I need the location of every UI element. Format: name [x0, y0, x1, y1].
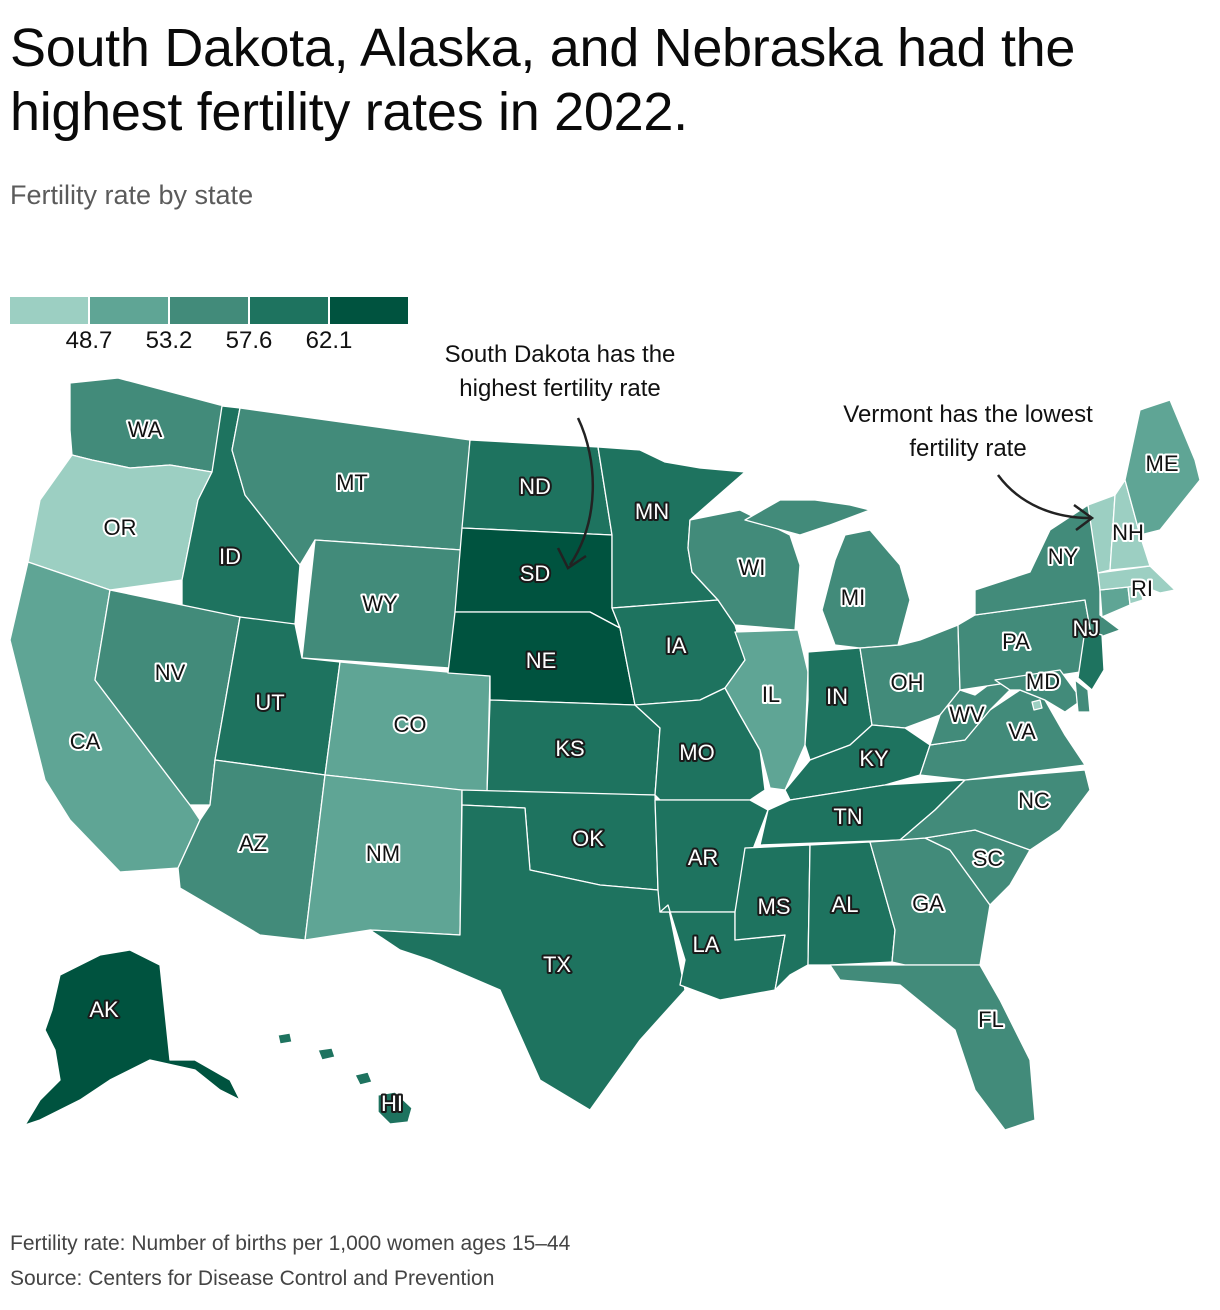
label-HI: HI: [381, 1091, 403, 1116]
label-NV: NV: [155, 660, 186, 685]
state-IL[interactable]: [724, 629, 809, 791]
legend-tick-label: 62.1: [305, 327, 353, 354]
state-MA[interactable]: [1097, 565, 1176, 594]
chart-title: South Dakota, Alaska, and Nebraska had t…: [10, 18, 1076, 142]
state-DE[interactable]: [1074, 679, 1091, 713]
legend-swatch-1: [10, 297, 88, 324]
label-SC: SC: [973, 846, 1004, 871]
label-AZ: AZ: [239, 831, 267, 856]
label-IL: IL: [762, 682, 780, 707]
label-SD: SD: [520, 561, 551, 586]
label-KS: KS: [555, 736, 584, 761]
state-MD[interactable]: [994, 669, 1083, 713]
label-WV: WV: [949, 702, 985, 727]
state-MI[interactable]: [821, 529, 911, 649]
annotation-south-dakota: South Dakota has the highest fertility r…: [444, 341, 676, 402]
footnote-source: Source: Centers for Disease Control and …: [10, 1267, 495, 1290]
label-ID: ID: [219, 544, 241, 569]
legend-swatch-2: [90, 297, 168, 324]
label-TN: TN: [833, 804, 862, 829]
label-CO: CO: [394, 712, 427, 737]
legend-tick-label: 57.6: [225, 327, 273, 354]
label-MN: MN: [635, 499, 669, 524]
color-legend: 48.7 53.2 57.6 62.1: [10, 297, 410, 357]
label-MI: MI: [841, 585, 865, 610]
label-AL: AL: [832, 892, 859, 917]
label-FL: FL: [978, 1007, 1004, 1032]
state-ME[interactable]: [1124, 399, 1201, 536]
label-NM: NM: [366, 841, 400, 866]
arrow-to-south-dakota: [568, 417, 595, 566]
arrow-to-vermont: [996, 474, 1091, 520]
state-NJ[interactable]: [1077, 629, 1105, 691]
label-IA: IA: [666, 633, 687, 658]
legend-tick-label: 48.7: [65, 327, 113, 354]
arrow-head-south-dakota: [556, 547, 587, 570]
label-OR: OR: [104, 515, 137, 540]
state-HI-oahu[interactable]: [317, 1047, 336, 1061]
state-HI-maui[interactable]: [354, 1071, 373, 1086]
label-AR: AR: [688, 845, 719, 870]
annotation-vermont: Vermont has the lowest fertility rate: [843, 401, 1093, 462]
label-WI: WI: [739, 555, 766, 580]
state-NC[interactable]: [899, 769, 1091, 851]
label-MT: MT: [336, 470, 368, 495]
label-RI: RI: [1131, 576, 1153, 601]
state-CT[interactable]: [1099, 586, 1131, 618]
state-AK[interactable]: [24, 949, 241, 1126]
label-PA: PA: [1002, 629, 1030, 654]
label-WY: WY: [362, 591, 398, 616]
label-LA: LA: [693, 932, 720, 957]
label-GA: GA: [912, 891, 944, 916]
label-CA: CA: [70, 729, 101, 754]
arrow-head-vermont: [1073, 503, 1095, 531]
label-ME: ME: [1146, 451, 1179, 476]
legend-tick-label: 53.2: [145, 327, 193, 354]
state-HI-kauai[interactable]: [277, 1032, 293, 1045]
label-MD: MD: [1026, 669, 1060, 694]
legend-swatch-4: [250, 297, 328, 324]
label-KY: KY: [859, 746, 889, 771]
state-FL[interactable]: [829, 964, 1036, 1131]
label-MO: MO: [679, 740, 714, 765]
label-NC: NC: [1018, 788, 1050, 813]
state-DC[interactable]: [1031, 699, 1043, 711]
label-AK: AK: [89, 997, 119, 1022]
label-UT: UT: [255, 690, 284, 715]
label-IN: IN: [826, 684, 848, 709]
label-OH: OH: [891, 670, 924, 695]
state-MI-UP[interactable]: [744, 499, 871, 536]
label-NY: NY: [1048, 544, 1079, 569]
state-MO[interactable]: [634, 687, 766, 801]
label-WA: WA: [128, 417, 163, 442]
label-NE: NE: [526, 648, 557, 673]
label-VA: VA: [1008, 719, 1036, 744]
chart-subtitle: Fertility rate by state: [10, 180, 254, 210]
state-TX[interactable]: [369, 804, 686, 1111]
label-TX: TX: [543, 952, 571, 977]
state-NY[interactable]: [974, 504, 1121, 641]
state-HI[interactable]: [377, 1091, 413, 1125]
footnote-definition: Fertility rate: Number of births per 1,0…: [10, 1232, 571, 1255]
label-MS: MS: [758, 894, 791, 919]
label-ND: ND: [519, 474, 551, 499]
legend-swatch-3: [170, 297, 248, 324]
label-NH: NH: [1112, 520, 1144, 545]
label-OK: OK: [572, 826, 604, 851]
label-NJ: NJ: [1073, 616, 1100, 641]
legend-swatch-5: [330, 297, 408, 324]
